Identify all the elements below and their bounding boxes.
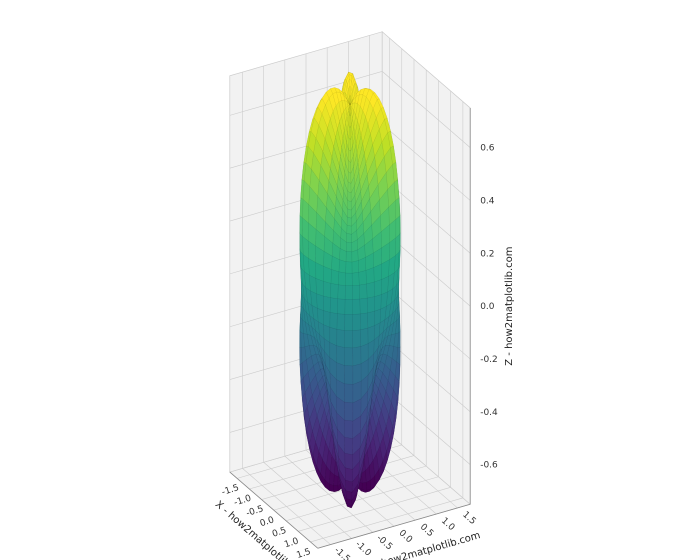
z-tick-label: 0.6 (480, 144, 495, 154)
surface-plot-3d: -1.5-1.0-0.50.00.51.01.5-1.5-1.0-0.50.00… (0, 0, 700, 560)
z-tick-label: 0.0 (480, 302, 495, 312)
plot-svg: -1.5-1.0-0.50.00.51.01.5-1.5-1.0-0.50.00… (0, 0, 700, 560)
x-tick-label: 0.5 (271, 526, 288, 540)
z-tick-label: -0.6 (480, 461, 498, 471)
y-tick-label: -1.0 (353, 539, 373, 558)
y-tick-label: 0.5 (418, 522, 435, 539)
z-tick-label: -0.2 (480, 355, 498, 365)
x-tick-label: 1.5 (295, 547, 312, 560)
y-tick-label: -0.5 (374, 533, 394, 552)
x-tick-label: 0.0 (259, 515, 276, 529)
y-tick-label: 1.5 (460, 510, 477, 527)
surface (299, 72, 400, 508)
z-tick-label: 0.4 (480, 196, 495, 206)
z-tick-label: 0.2 (480, 249, 494, 259)
z-axis-label: Z - how2matplotlib.com (504, 246, 515, 365)
x-tick-label: -1.0 (233, 494, 253, 509)
x-tick-label: -1.5 (221, 483, 241, 498)
y-tick-label: 0.0 (397, 528, 415, 545)
z-tick-label: -0.4 (480, 408, 498, 418)
y-tick-label: 1.0 (439, 516, 457, 533)
x-tick-label: 1.0 (283, 536, 300, 550)
x-tick-label: -0.5 (245, 504, 265, 519)
y-tick-label: -1.5 (332, 546, 352, 560)
